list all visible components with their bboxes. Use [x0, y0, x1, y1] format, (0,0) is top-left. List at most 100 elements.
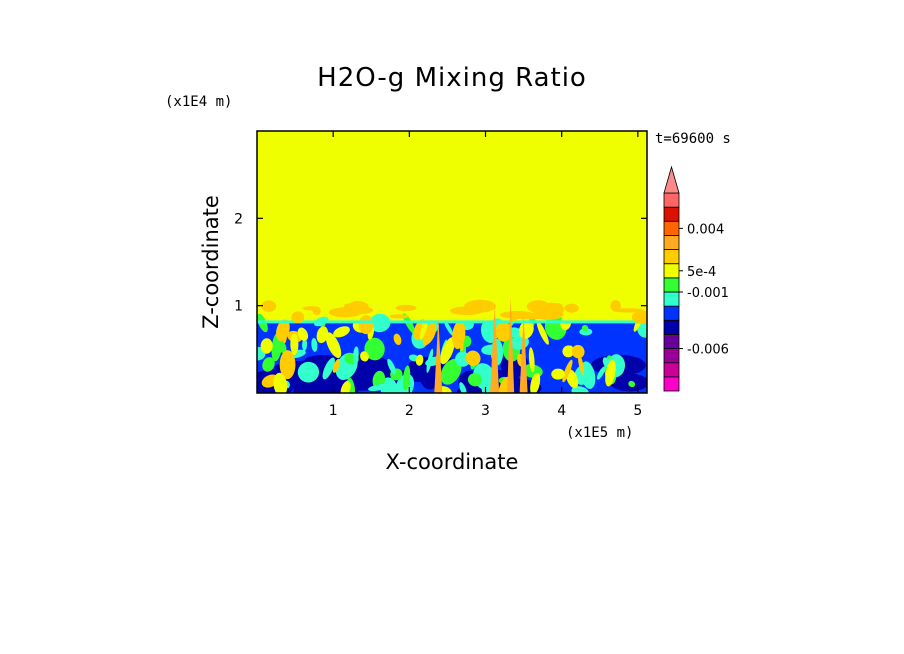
- contour-blob: [291, 311, 305, 324]
- x-tick-label: 3: [481, 403, 490, 419]
- contour-blob: [358, 315, 374, 335]
- colorbar-swatch: [663, 348, 680, 364]
- contour-blob: [605, 359, 616, 387]
- contour-blob: [332, 358, 341, 373]
- colorbar-swatch: [663, 206, 680, 222]
- colorbar-label: 5e-4: [687, 265, 716, 280]
- contour-blob: [393, 333, 402, 346]
- x-tick-label: 5: [633, 403, 642, 419]
- contour-blob: [499, 311, 536, 319]
- colorbar: -0.006 -0.001 5e-4 0.004: [663, 165, 729, 392]
- contour-blob: [564, 303, 579, 313]
- plume: [519, 314, 528, 393]
- contour-blob: [450, 306, 483, 316]
- contour-blob: [297, 327, 309, 341]
- y-tick-label: 1: [234, 299, 243, 315]
- colorbar-swatch: [663, 277, 680, 293]
- contour-blob: [297, 361, 320, 383]
- contour-blob: [261, 300, 277, 312]
- contour-blob: [389, 314, 410, 319]
- contour-blob: [443, 320, 454, 336]
- colorbar-swatch: [663, 362, 680, 378]
- contour-blob: [260, 338, 273, 354]
- plume: [507, 296, 515, 393]
- contour-blob: [562, 345, 575, 358]
- contour-blob: [528, 347, 535, 373]
- x-axis-label: X-coordinate: [386, 450, 519, 474]
- contour-blob: [316, 326, 329, 344]
- contour-blob: [337, 306, 374, 315]
- colorbar-extend-arrow: [663, 165, 680, 194]
- contour-blob: [273, 372, 288, 393]
- mixed-layer: [257, 296, 647, 393]
- contour-blob: [262, 357, 275, 372]
- contour-blob: [540, 309, 553, 320]
- colorbar-swatch: [663, 305, 680, 321]
- contour-blob: [467, 373, 482, 387]
- contour-blob: [333, 326, 350, 338]
- contour-blob: [290, 333, 299, 355]
- contour-blob: [360, 351, 369, 362]
- colorbar-label: 0.004: [687, 222, 724, 237]
- plot-frame: [256, 130, 648, 394]
- contour-blob: [340, 380, 351, 393]
- plume: [490, 305, 500, 393]
- contour-blob: [465, 350, 481, 367]
- contour-blob: [419, 312, 430, 340]
- contour-blob: [402, 313, 416, 335]
- contour-blob: [581, 324, 589, 332]
- contour-blob: [530, 372, 541, 393]
- contour-blob: [312, 307, 321, 315]
- colorbar-swatch: [663, 249, 680, 265]
- colorbar-swatch: [663, 319, 680, 335]
- contour-blob: [387, 358, 396, 375]
- contour-blob: [551, 368, 565, 380]
- plume: [434, 318, 443, 393]
- contour-blob: [612, 308, 645, 313]
- time-label: t=69600 s: [655, 131, 731, 147]
- contour-blob: [322, 357, 335, 380]
- contour-blob: [276, 319, 290, 342]
- y-axis-label: Z-coordinate: [199, 195, 223, 329]
- y-tick-label: 2: [234, 211, 243, 227]
- contour-blob: [311, 338, 318, 352]
- contour-blob: [631, 310, 647, 324]
- contour-field: [257, 131, 647, 393]
- contour-blob: [364, 337, 385, 361]
- colorbar-swatch: [663, 235, 680, 250]
- colorbar-swatch: [663, 334, 680, 349]
- contour-blob: [440, 358, 462, 385]
- contour-blob: [562, 359, 573, 383]
- colorbar-swatch: [663, 220, 680, 236]
- contour-blob: [440, 337, 455, 365]
- contour-blob: [380, 377, 398, 393]
- x-tick-label: 2: [405, 403, 414, 419]
- x-tick-label: 1: [329, 403, 338, 419]
- colorbar-label: -0.001: [687, 286, 729, 301]
- y-unit-label: (x1E4 m): [165, 94, 232, 110]
- contour-blob: [571, 344, 585, 359]
- contour-blob: [596, 366, 606, 380]
- contour-blob: [577, 353, 585, 375]
- colorbar-swatch: [663, 376, 680, 392]
- contour-blob: [610, 300, 621, 312]
- x-unit-label: (x1E5 m): [566, 425, 633, 441]
- y-axis-ticks: 12: [234, 211, 647, 315]
- contour-blob: [422, 322, 437, 346]
- contour-blob: [628, 380, 636, 388]
- contour-blob: [402, 365, 411, 391]
- x-axis-ticks: 1 2 3 4 5: [329, 131, 642, 419]
- contour-blob: [395, 304, 417, 312]
- contour-blob: [352, 346, 359, 365]
- contour-blob: [368, 383, 389, 392]
- colorbar-swatch: [663, 263, 680, 279]
- x-tick-label: 4: [557, 403, 566, 419]
- contour-blob: [415, 354, 424, 366]
- colorbar-swatch: [663, 291, 680, 307]
- contour-blob: [279, 350, 296, 380]
- contour-blob: [452, 320, 466, 350]
- colorbar-label: -0.006: [687, 343, 729, 358]
- boundary-band: [257, 320, 647, 324]
- contour-blob: [566, 369, 579, 389]
